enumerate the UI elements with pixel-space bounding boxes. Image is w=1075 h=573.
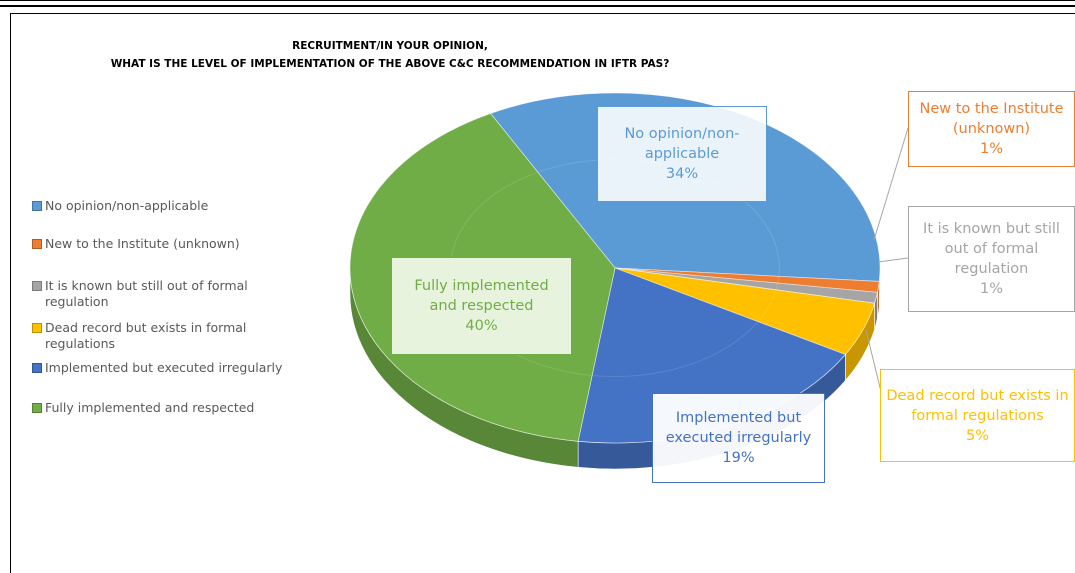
data-label: New to the Institute (unknown) 1% bbox=[908, 91, 1075, 167]
data-label: Dead record but exists in formal regulat… bbox=[880, 369, 1075, 462]
legend-label: Dead record but exists in formal regulat… bbox=[45, 320, 247, 351]
legend-swatch bbox=[32, 281, 42, 291]
legend-label: New to the Institute (unknown) bbox=[45, 236, 240, 251]
legend-swatch bbox=[32, 201, 42, 211]
legend-swatch bbox=[32, 403, 42, 413]
pie-top bbox=[349, 92, 881, 444]
leader-line bbox=[877, 257, 909, 263]
legend-item: No opinion/non-applicable bbox=[32, 198, 332, 214]
legend-item: New to the Institute (unknown) bbox=[32, 236, 332, 252]
data-label: Implemented but executed irregularly 19% bbox=[652, 393, 825, 483]
top-border-line-thick bbox=[0, 5, 1075, 7]
legend-swatch bbox=[32, 323, 42, 333]
chart-title-line1: RECRUITMENT/IN YOUR OPINION, bbox=[292, 40, 488, 52]
legend-item: Fully implemented and respected bbox=[32, 400, 332, 416]
legend-item: Implemented but executed irregularly bbox=[32, 360, 332, 376]
legend-swatch bbox=[32, 363, 42, 373]
leader-line bbox=[873, 127, 909, 241]
data-label: It is known but still out of formal regu… bbox=[908, 206, 1075, 312]
legend-item: Dead record but exists in formal regulat… bbox=[32, 320, 332, 352]
legend-swatch bbox=[32, 239, 42, 249]
legend-item: It is known but still out of formal regu… bbox=[32, 278, 332, 310]
chart-frame bbox=[10, 13, 1075, 573]
data-label: No opinion/non- applicable 34% bbox=[597, 106, 767, 202]
legend-label: No opinion/non-applicable bbox=[45, 198, 209, 213]
legend-label: It is known but still out of formal regu… bbox=[45, 278, 248, 309]
data-label: Fully implemented and respected 40% bbox=[391, 257, 572, 355]
top-border-line bbox=[0, 0, 1075, 1]
legend-label: Fully implemented and respected bbox=[45, 400, 255, 415]
legend-label: Implemented but executed irregularly bbox=[45, 360, 283, 375]
chart-title-line2: WHAT IS THE LEVEL OF IMPLEMENTATION OF T… bbox=[110, 58, 670, 70]
chart-title: RECRUITMENT/IN YOUR OPINION, WHAT IS THE… bbox=[10, 37, 770, 73]
